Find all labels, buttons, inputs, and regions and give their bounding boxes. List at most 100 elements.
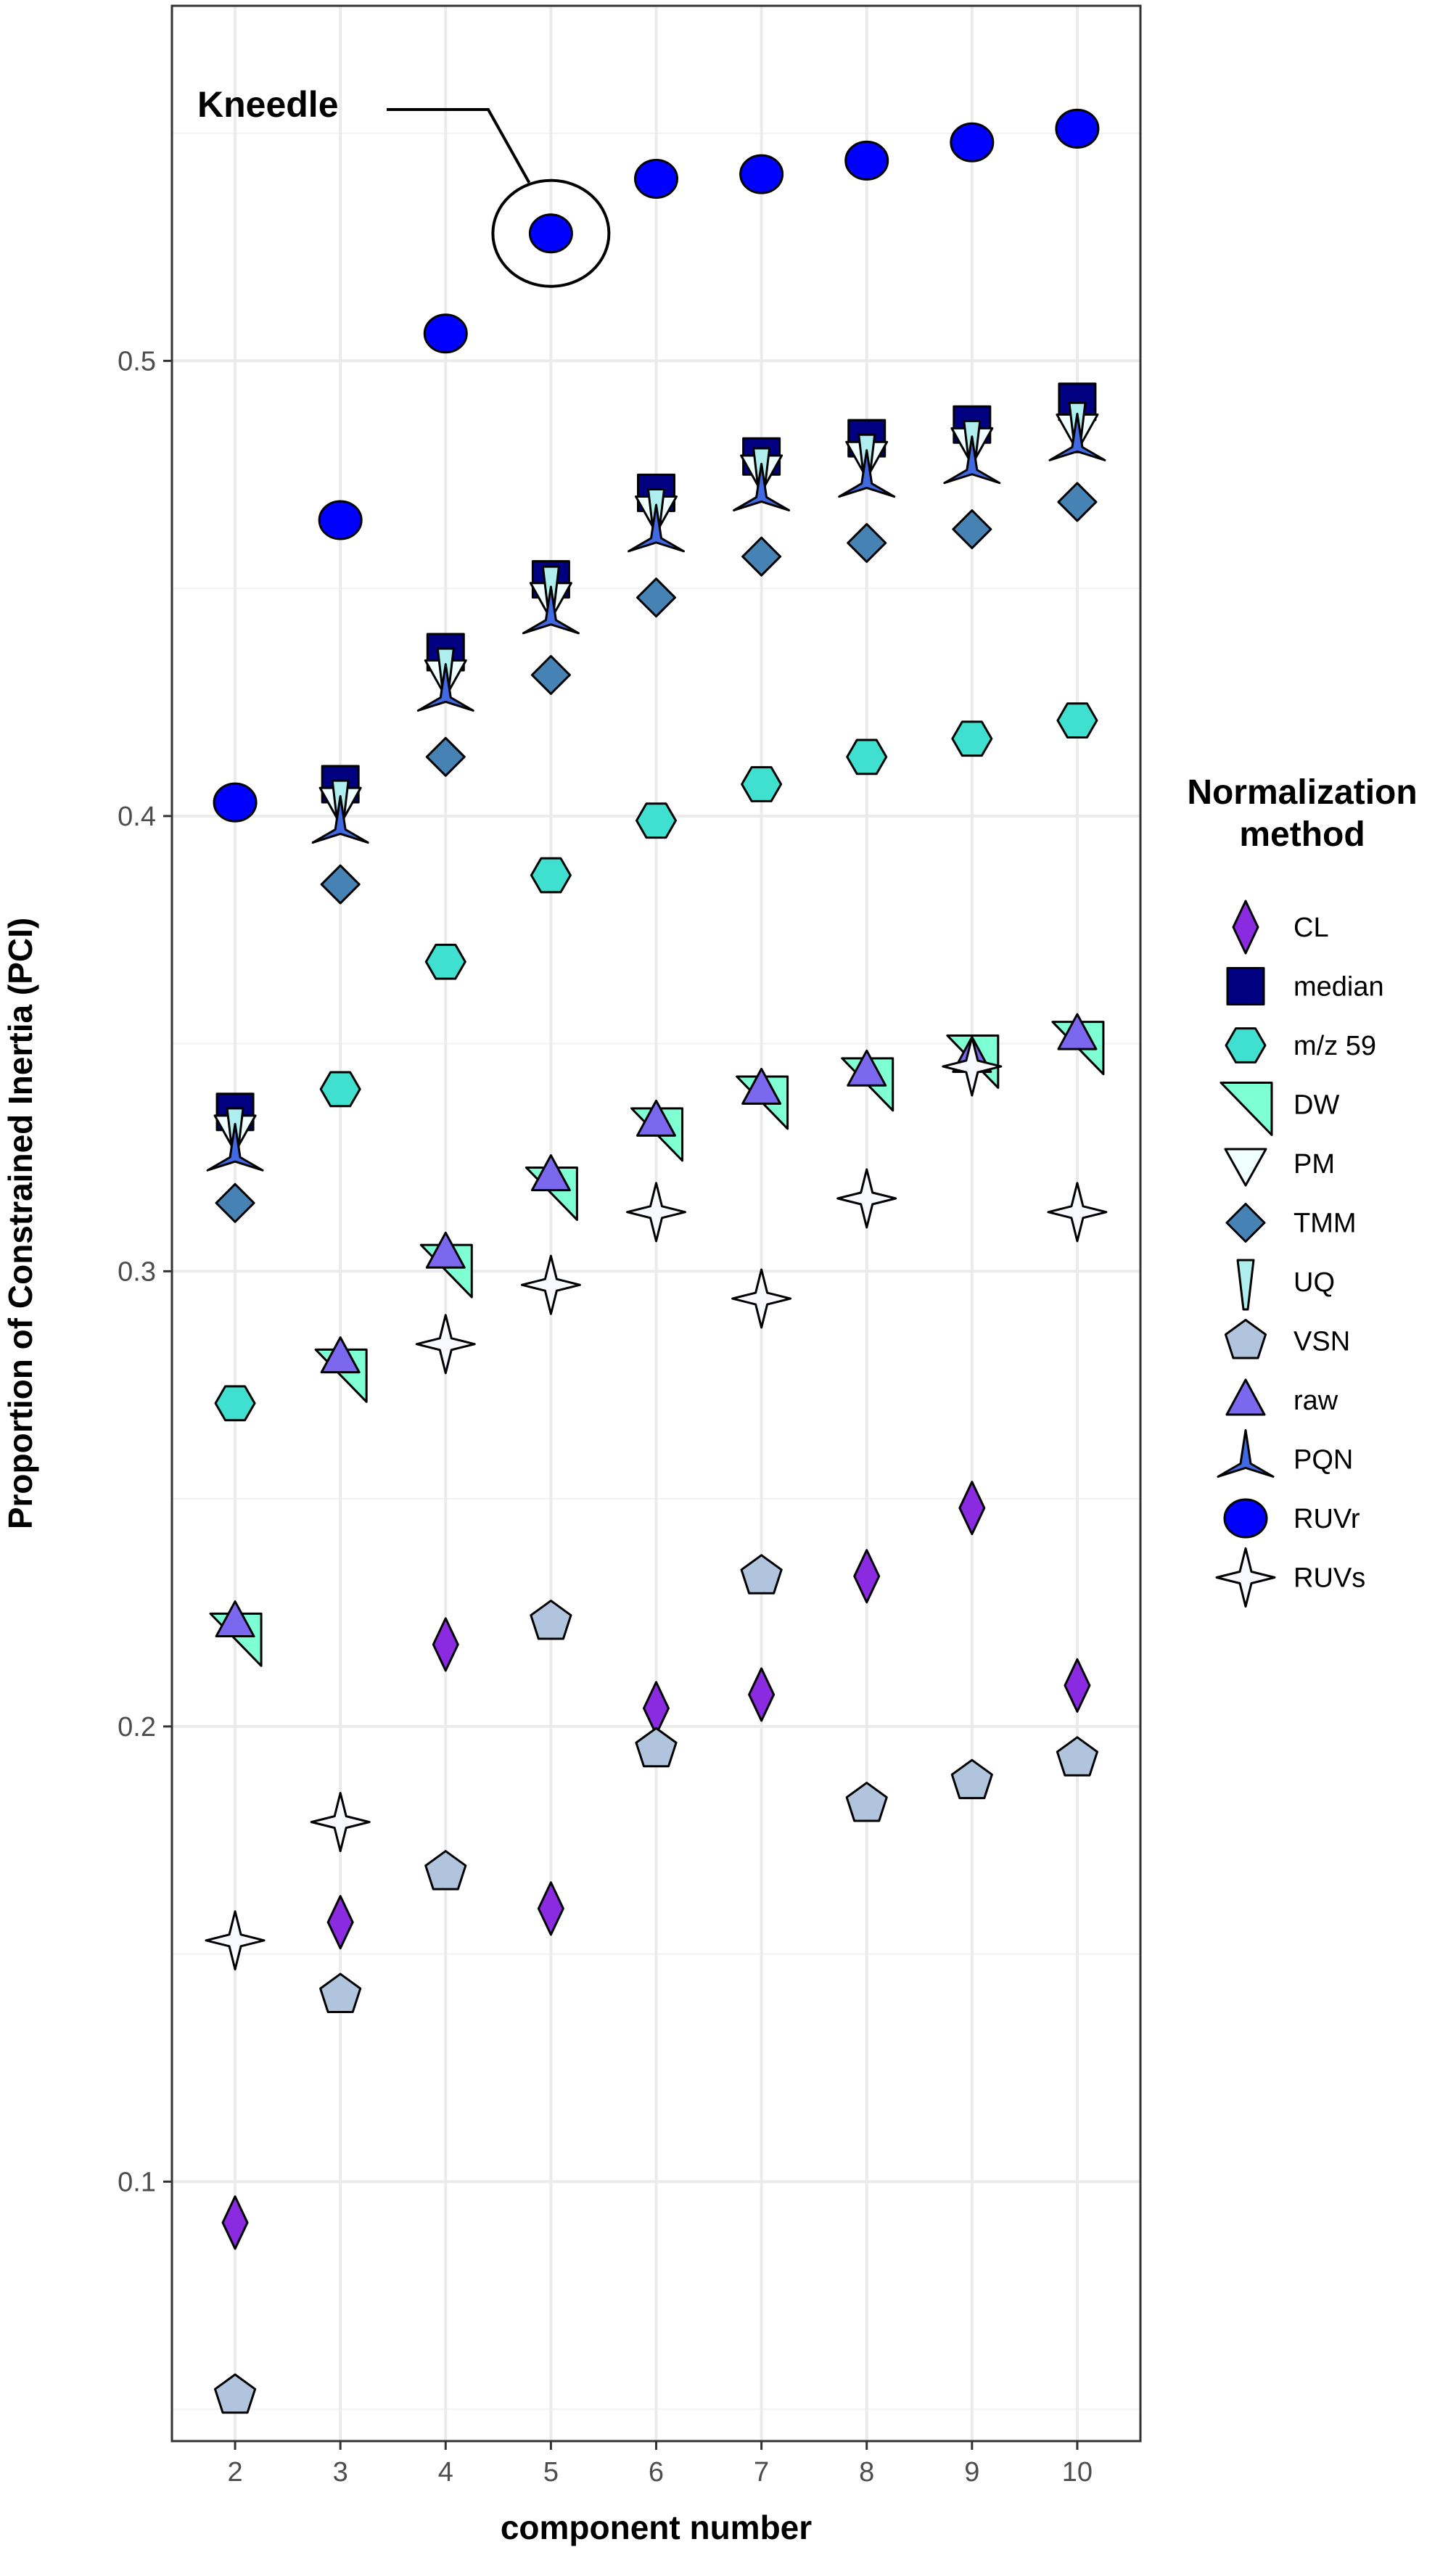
point-tmm-x4 [425, 736, 466, 777]
data-points [205, 108, 1108, 2414]
series-ruvs [205, 1036, 1108, 1971]
legend-label-cl: CL [1293, 913, 1329, 943]
point-vsn-x9 [950, 1758, 993, 1800]
y-tick-label: 0.2 [118, 1712, 156, 1743]
legend-title-line: method [1239, 815, 1365, 854]
legend-item-ruvr: RUVr [1223, 1498, 1360, 1539]
x-tick-label: 9 [964, 2457, 979, 2488]
series-tmm [215, 482, 1098, 1223]
kneedle-leader-line [387, 108, 531, 184]
x-axis-title: component number [501, 2509, 812, 2546]
legend-label-ruvr: RUVr [1293, 1504, 1360, 1534]
point-tmm-x6 [636, 577, 676, 618]
legend-key-tmm [1225, 1203, 1266, 1243]
point-m-z-59-x6 [636, 802, 677, 839]
legend-item-dw: DW [1219, 1082, 1339, 1136]
point-raw-x7 [741, 1067, 782, 1105]
legend-item-uq: UQ [1236, 1259, 1335, 1311]
legend-label-vsn: VSN [1293, 1327, 1350, 1357]
point-vsn-x3 [319, 1972, 362, 2014]
point-ruvr-x7 [739, 154, 784, 194]
x-tick-label: 2 [227, 2457, 242, 2488]
point-ruvs-x2 [205, 1910, 266, 1971]
x-tick-label: 3 [333, 2457, 348, 2488]
legend-label-m-z-59: m/z 59 [1293, 1031, 1376, 1061]
point-cl-x4 [432, 1617, 459, 1672]
legend-key-raw [1225, 1378, 1266, 1416]
point-m-z-59-x3 [319, 1071, 361, 1108]
point-cl-x10 [1064, 1658, 1091, 1713]
legend-label-pm: PM [1293, 1149, 1335, 1180]
point-ruvs-x4 [415, 1314, 476, 1375]
legend-item-pm: PM [1224, 1148, 1335, 1187]
legend-label-pqn: PQN [1293, 1445, 1353, 1476]
point-vsn-x10 [1056, 1736, 1099, 1777]
point-m-z-59-x9 [951, 720, 993, 757]
x-tick-label: 8 [859, 2457, 874, 2488]
point-m-z-59-x5 [530, 857, 572, 894]
point-m-z-59-x4 [424, 943, 466, 980]
kneedle-annotation: Kneedle [197, 84, 611, 288]
point-m-z-59-x8 [846, 738, 888, 775]
point-vsn-x4 [424, 1850, 467, 1890]
legend-item-cl: CL [1232, 900, 1329, 955]
series-pqn [206, 412, 1106, 1172]
legend-title-line: Normalization [1187, 773, 1417, 812]
legend-key-vsn [1224, 1319, 1267, 1359]
series-m-z-59 [214, 702, 1098, 1422]
y-tick-label: 0.3 [118, 1256, 156, 1287]
legend-key-pm [1224, 1148, 1267, 1187]
point-ruvs-x9 [942, 1036, 1003, 1097]
kneedle-highlight-circle [491, 178, 611, 288]
series-vsn [213, 1554, 1099, 2414]
axes: 0.1 0.2 0.3 0.4 0.5 2 3 4 5 6 7 8 9 10 component numbe… [1, 4, 1142, 2546]
legend-key-dw [1219, 1082, 1273, 1136]
point-tmm-x3 [320, 864, 361, 905]
point-m-z-59-x10 [1056, 702, 1098, 739]
series-cl [221, 1481, 1091, 2250]
point-pqn-x2 [206, 1122, 264, 1172]
point-cl-x9 [958, 1481, 986, 1536]
point-ruvs-x7 [731, 1268, 792, 1329]
point-ruvs-x8 [836, 1168, 897, 1229]
legend-label-uq: UQ [1293, 1267, 1335, 1298]
point-raw-x3 [320, 1336, 361, 1374]
legend-item-pqn: PQN [1217, 1429, 1353, 1478]
x-tick-label: 6 [649, 2457, 664, 2488]
point-raw-x6 [636, 1099, 676, 1137]
legend-label-dw: DW [1293, 1090, 1339, 1121]
point-raw-x2 [215, 1600, 255, 1638]
point-raw-x4 [425, 1231, 466, 1269]
legend-key-cl [1232, 900, 1259, 955]
point-ruvr-x4 [423, 313, 468, 354]
point-ruvr-x9 [950, 122, 995, 162]
legend-item-ruvs: RUVs [1215, 1547, 1365, 1608]
legend-label-ruvs: RUVs [1293, 1563, 1365, 1594]
point-cl-x7 [748, 1667, 776, 1722]
point-ruvr-x10 [1055, 108, 1100, 149]
point-raw-x8 [847, 1049, 887, 1087]
series-ruvr [213, 108, 1100, 823]
point-cl-x8 [853, 1549, 881, 1604]
kneedle-label: Kneedle [197, 84, 339, 125]
legend-item-median: median [1226, 967, 1384, 1005]
y-axis-title: Proportion of Constrained Inertia (PCI) [1, 918, 39, 1529]
point-ruvs-x10 [1047, 1182, 1108, 1243]
y-tick-label: 0.1 [118, 2167, 156, 2197]
legend-key-ruvs [1215, 1547, 1276, 1608]
point-pqn-x6 [628, 503, 685, 553]
point-tmm-x8 [847, 522, 887, 563]
point-pqn-x9 [943, 435, 1001, 485]
legend-item-m-z-59: m/z 59 [1225, 1027, 1376, 1063]
point-pqn-x3 [311, 794, 369, 844]
legend-key-m-z-59 [1225, 1027, 1267, 1063]
point-tmm-x2 [215, 1182, 255, 1223]
point-ruvr-x2 [213, 782, 258, 823]
point-vsn-x8 [845, 1782, 888, 1822]
point-pqn-x8 [838, 449, 896, 498]
point-cl-x3 [326, 1895, 354, 1950]
